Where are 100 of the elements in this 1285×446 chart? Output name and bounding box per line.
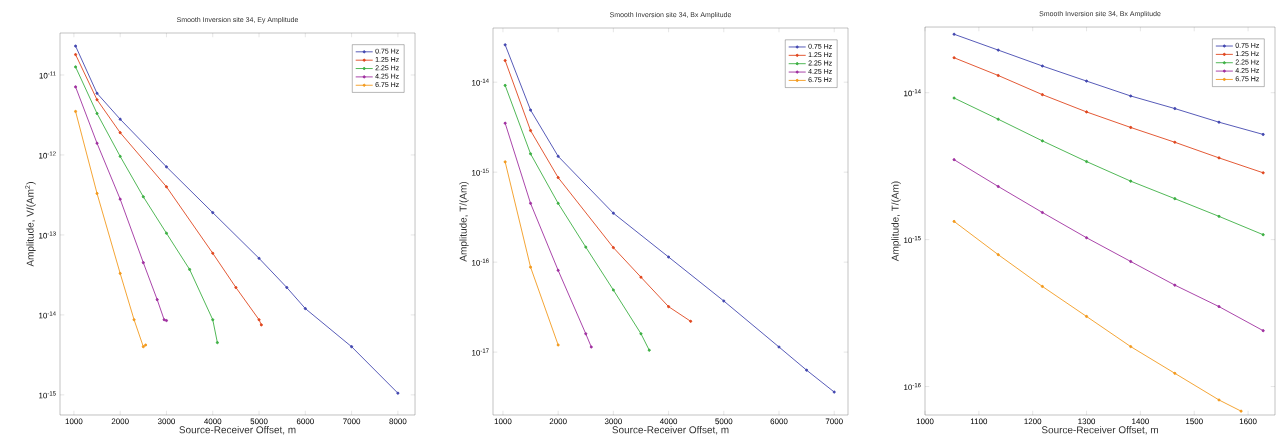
point <box>1261 329 1265 333</box>
point <box>1173 140 1177 144</box>
point <box>144 343 148 347</box>
point <box>74 65 78 69</box>
point <box>1129 345 1133 349</box>
point <box>503 121 507 125</box>
x-axis-title: Source-Receiver Offset, m <box>179 426 296 435</box>
point <box>996 184 1000 189</box>
point <box>164 231 169 235</box>
point <box>805 368 809 372</box>
point <box>611 211 615 215</box>
point <box>1085 236 1089 240</box>
point <box>777 345 781 349</box>
point <box>141 261 145 265</box>
point <box>162 318 166 322</box>
point <box>556 268 560 272</box>
point <box>639 332 643 336</box>
point <box>74 85 78 89</box>
point <box>396 391 400 395</box>
point <box>584 332 588 336</box>
point <box>952 32 956 36</box>
point <box>1261 132 1265 136</box>
point <box>1173 371 1177 375</box>
point <box>529 129 533 133</box>
point <box>118 271 122 275</box>
point <box>118 131 122 135</box>
point <box>259 323 263 327</box>
y-axis-title: Amplitude, T/(Am) <box>459 182 469 262</box>
y-axis-title: Amplitude, T/(Am) <box>891 181 901 262</box>
point <box>74 44 78 48</box>
point <box>350 345 354 349</box>
point <box>188 267 192 271</box>
point <box>141 345 145 349</box>
point <box>132 318 136 322</box>
point <box>952 96 956 100</box>
point <box>1173 283 1177 287</box>
point <box>74 53 78 57</box>
point <box>211 318 215 322</box>
point <box>164 185 169 189</box>
point <box>1217 214 1221 218</box>
point <box>1217 120 1221 124</box>
point <box>95 91 99 95</box>
point <box>503 58 507 63</box>
point <box>952 219 956 223</box>
point <box>1217 398 1221 402</box>
point <box>503 83 507 87</box>
point <box>529 265 533 269</box>
point <box>503 160 507 164</box>
point <box>95 98 99 102</box>
point <box>1173 107 1177 111</box>
point <box>1129 94 1133 98</box>
point <box>141 195 145 199</box>
point <box>95 111 99 116</box>
point <box>996 48 1000 52</box>
point <box>589 345 593 349</box>
point <box>164 318 169 323</box>
point <box>996 117 1000 121</box>
point <box>529 201 533 205</box>
point <box>556 176 560 180</box>
point <box>689 319 693 323</box>
point <box>211 251 215 255</box>
point <box>1239 409 1243 413</box>
point <box>1085 79 1089 83</box>
point <box>211 211 215 215</box>
point <box>529 152 533 156</box>
point <box>257 318 261 322</box>
point <box>1261 233 1265 237</box>
point <box>1261 171 1265 175</box>
point <box>1217 305 1221 309</box>
point <box>952 158 956 162</box>
point <box>611 288 615 292</box>
point <box>832 390 836 394</box>
point <box>1085 314 1089 318</box>
point <box>1040 139 1044 143</box>
x-axis-title: Source-Receiver Offset, m <box>612 426 729 435</box>
point <box>1173 197 1177 201</box>
point <box>1129 125 1133 130</box>
y-axis-title: Amplitude, V/(Am$^{2}$) <box>25 182 36 267</box>
point <box>1085 160 1089 164</box>
point <box>95 141 99 145</box>
point <box>1129 259 1133 264</box>
point <box>95 191 99 196</box>
point <box>667 305 671 309</box>
point <box>1040 64 1044 68</box>
point <box>164 165 169 169</box>
point <box>118 117 122 121</box>
point <box>722 299 726 303</box>
point <box>647 348 651 352</box>
point <box>303 307 307 311</box>
point <box>1085 110 1089 114</box>
point <box>1129 179 1133 183</box>
point <box>234 285 238 290</box>
point <box>285 285 289 290</box>
point <box>556 154 560 158</box>
point <box>503 43 507 47</box>
point <box>155 298 159 302</box>
point <box>584 245 588 249</box>
point <box>118 154 122 158</box>
x-axis-title: Source-Receiver Offset, m <box>1041 426 1158 435</box>
point <box>74 109 78 113</box>
